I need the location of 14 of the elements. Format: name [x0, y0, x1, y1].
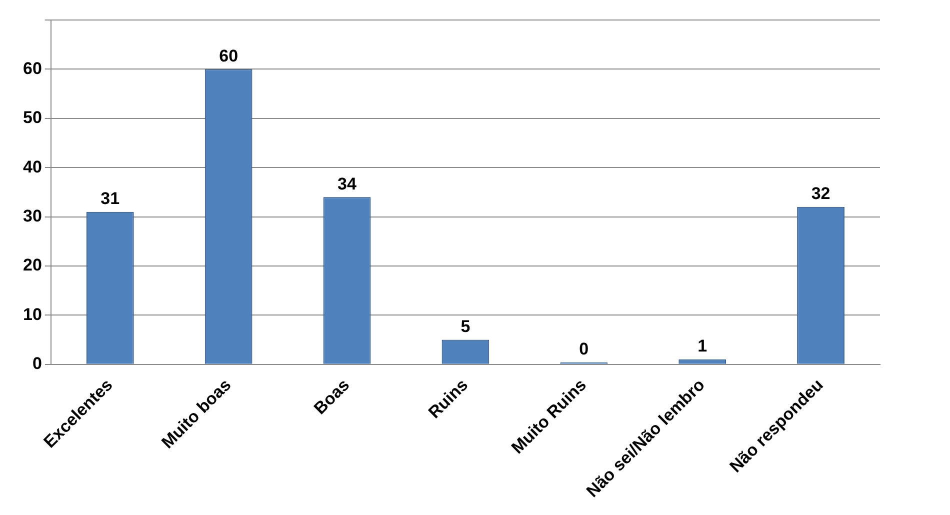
- y-tick-label: 60: [22, 58, 42, 78]
- data-label: 0: [579, 340, 589, 359]
- data-label: 34: [338, 174, 358, 194]
- data-label: 5: [460, 316, 470, 336]
- data-label: 32: [811, 184, 830, 204]
- y-tick-label: 50: [22, 108, 42, 128]
- y-tick-label: 40: [22, 157, 42, 176]
- y-tick-label: 10: [22, 304, 42, 324]
- data-label: 31: [100, 189, 120, 208]
- y-tick-label: 20: [22, 256, 42, 275]
- data-label: 1: [698, 336, 708, 356]
- y-tick-label: 0: [32, 354, 42, 374]
- y-tick-label: 30: [22, 206, 42, 226]
- data-label: 60: [219, 46, 238, 66]
